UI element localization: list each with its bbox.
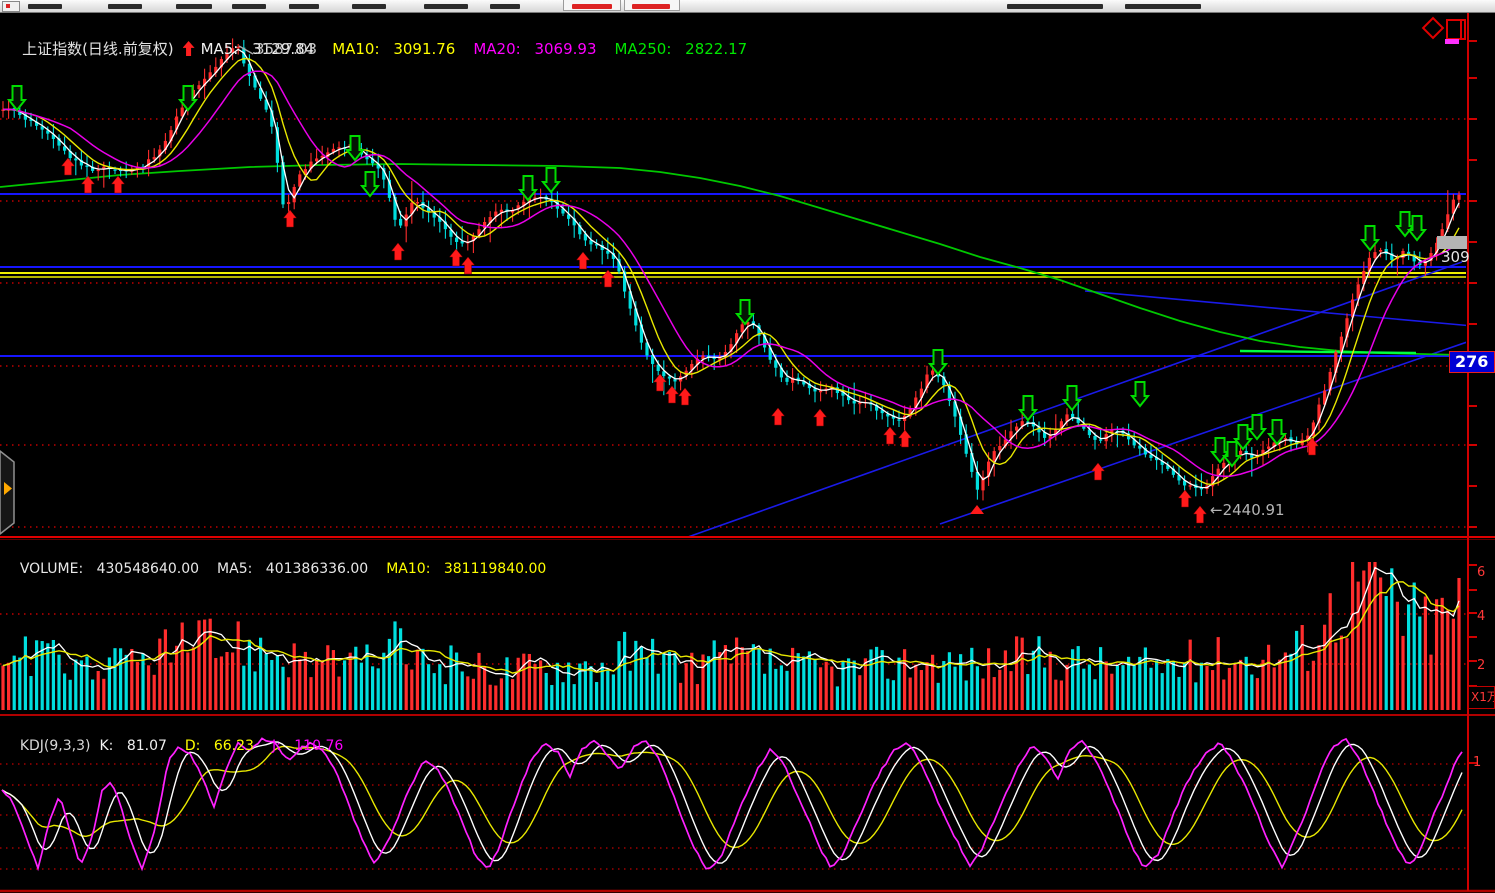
ma250-readout: MA250: 2822.17: [614, 40, 748, 58]
app-icon: [2, 1, 20, 12]
kdj-pane-header: KDJ(9,3,3) K: 81.07 D: 66.23 J: 110.76: [2, 722, 361, 770]
kdj-d-readout: D: 66.23: [184, 738, 254, 754]
menu-item-red-stub[interactable]: [572, 4, 612, 9]
current-price-marker: [1437, 236, 1467, 249]
split-window-icon[interactable]: [1446, 19, 1466, 40]
kdj-title: KDJ(9,3,3): [19, 738, 91, 754]
level-price-badge: 276: [1449, 351, 1495, 373]
volume-axis-label: 2: [1477, 658, 1486, 673]
menu-item-stub[interactable]: [1007, 4, 1103, 9]
menu-bar[interactable]: [0, 0, 1495, 13]
price-axis-partial-label: 309: [1441, 248, 1470, 266]
price-pane-header: 上证指数(日线.前复权) MA5: 3129.84 MA10: 3091.76 MA2…: [3, 20, 765, 77]
volume-axis-label: 4: [1477, 609, 1486, 624]
volume-pane-header: VOLUME: 430548640.00 MA5: 401386336.00 MA1…: [2, 545, 564, 593]
kdj-axis-label: 1: [1473, 755, 1482, 770]
up-arrow-icon: [182, 41, 195, 56]
expand-left-panel-arrow-icon[interactable]: [4, 482, 12, 495]
trough-price-annotation: ←2440.91: [1210, 501, 1285, 519]
volume-readout: VOLUME: 430548640.00: [19, 561, 200, 577]
menu-item-stub[interactable]: [490, 4, 520, 9]
menu-item-stub[interactable]: [424, 4, 468, 9]
volume-axis-label: 6: [1477, 565, 1486, 580]
menu-item-stub[interactable]: [232, 4, 266, 9]
pink-marker-icon: [1445, 39, 1459, 44]
menu-item-stub[interactable]: [28, 4, 62, 9]
kdj-k-readout: K: 81.07: [99, 738, 167, 754]
symbol-title: 上证指数(日线.前复权): [22, 40, 174, 58]
menu-item-stub[interactable]: [289, 4, 319, 9]
menu-item-stub[interactable]: [1125, 4, 1201, 9]
kdj-j-readout: J: 110.76: [271, 738, 344, 754]
ma20-readout: MA20: 3069.93: [473, 40, 597, 58]
ma10-readout: MA10: 3091.76: [332, 40, 456, 58]
menu-item-stub[interactable]: [108, 4, 142, 9]
vol-ma5-readout: MA5: 401386336.00: [217, 561, 369, 577]
ma5-readout: MA5: 3129.84: [200, 40, 315, 58]
menu-item-red-stub[interactable]: [632, 4, 670, 9]
menu-item-stub[interactable]: [176, 4, 212, 9]
volume-multiplier-badge: X1万: [1468, 686, 1495, 709]
peak-price-annotation: 3587.03: [255, 40, 318, 58]
vol-ma10-readout: MA10: 381119840.00: [386, 561, 547, 577]
menu-item-stub[interactable]: [352, 4, 386, 9]
